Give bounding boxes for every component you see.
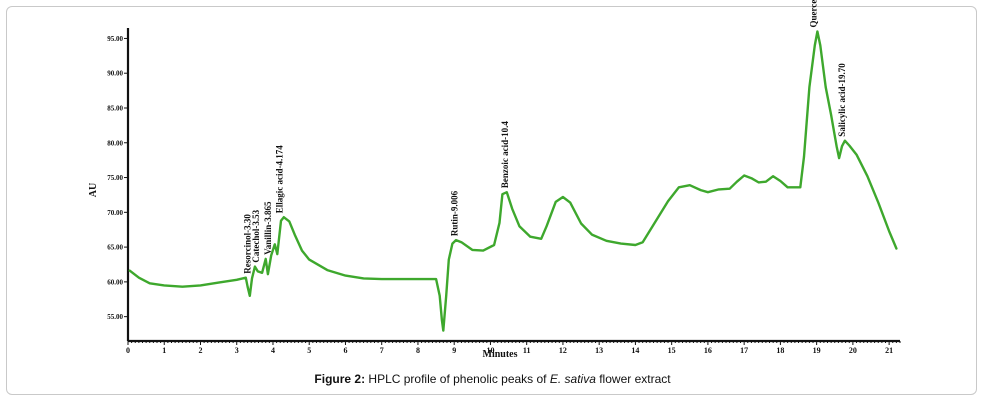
x-tick-label: 19 <box>813 346 821 355</box>
y-tick-label: 90.00 <box>107 70 123 78</box>
x-tick-label: 8 <box>416 346 420 355</box>
y-tick-label: 70.00 <box>107 209 123 217</box>
x-tick-label: 18 <box>776 346 784 355</box>
x-tick-label: 14 <box>631 346 639 355</box>
y-tick-label: 75.00 <box>107 174 123 182</box>
y-tick-label: 80.00 <box>107 139 123 147</box>
x-tick-label: 12 <box>559 346 567 355</box>
x-tick-label: 15 <box>668 346 676 355</box>
caption-species: E. sativa <box>549 372 596 386</box>
chromatogram-trace <box>128 30 898 332</box>
figure-frame <box>6 6 977 395</box>
peak-label: Quercetin-18.91 <box>808 0 818 27</box>
y-tick-label: 95.00 <box>107 35 123 43</box>
peak-label: Catechol-3.53 <box>251 209 261 262</box>
peak-label: Rutin-9.006 <box>449 190 459 236</box>
x-tick-label: 6 <box>343 346 347 355</box>
x-tick-label: 7 <box>380 346 384 355</box>
x-tick-label: 5 <box>307 346 311 355</box>
caption-prefix: Figure 2: <box>314 372 366 386</box>
y-tick-label: 60.00 <box>107 278 123 286</box>
x-tick-label: 1 <box>162 346 166 355</box>
caption-text-after: flower extract <box>595 372 671 386</box>
peak-label: Benzoic acid-10.4 <box>500 121 510 188</box>
x-tick-label: 4 <box>271 346 275 355</box>
y-axis-title: AU <box>88 183 99 197</box>
x-tick-label: 13 <box>595 346 603 355</box>
peak-label: Salicylic acid-19.70 <box>837 63 847 137</box>
figure-caption: Figure 2: HPLC profile of phenolic peaks… <box>0 372 985 386</box>
x-tick-label: 2 <box>198 346 202 355</box>
x-axis-title: Minutes <box>483 349 518 360</box>
y-tick-label: 55.00 <box>107 313 123 321</box>
x-tick-label: 11 <box>523 346 531 355</box>
peak-label: Vanillin-3.865 <box>263 201 273 255</box>
x-tick-label: 10 <box>486 346 494 355</box>
y-tick-label: 65.00 <box>107 244 123 252</box>
x-tick-label: 9 <box>452 346 456 355</box>
x-tick-label: 17 <box>740 346 748 355</box>
x-tick-label: 3 <box>235 346 239 355</box>
x-tick-label: 21 <box>885 346 893 355</box>
y-axis-ticks: 55.00 60.00 65.00 70.00 75.00 80.00 85.00 90.00… <box>107 35 128 321</box>
peak-label: Resorcinol-3.30 <box>243 214 253 274</box>
x-tick-label: 20 <box>849 346 857 355</box>
y-tick-label: 85.00 <box>107 104 123 112</box>
caption-text-before: HPLC profile of phenolic peaks of <box>365 372 550 386</box>
x-tick-label: 16 <box>704 346 712 355</box>
peak-label: Ellagic acid-4.174 <box>274 145 284 213</box>
x-tick-label: 0 <box>126 346 130 355</box>
